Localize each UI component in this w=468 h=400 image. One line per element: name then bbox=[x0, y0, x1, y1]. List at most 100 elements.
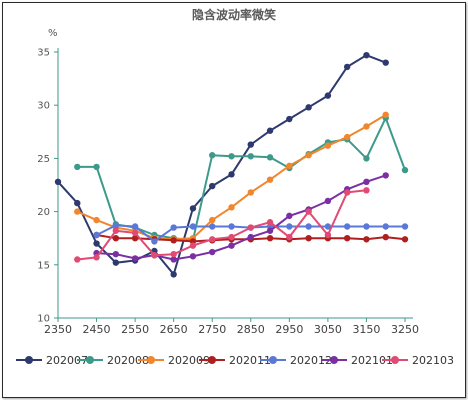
y-tick-label: 10 bbox=[37, 314, 50, 325]
data-point bbox=[324, 231, 332, 239]
data-point bbox=[74, 163, 81, 171]
data-point bbox=[305, 223, 312, 230]
data-point bbox=[305, 104, 312, 111]
data-point bbox=[324, 223, 332, 230]
data-point bbox=[112, 235, 120, 242]
legend-swatch-marker bbox=[269, 356, 277, 364]
legend-label: 202103 bbox=[412, 354, 454, 367]
data-point bbox=[247, 153, 254, 160]
data-point bbox=[363, 236, 370, 243]
data-point bbox=[151, 238, 158, 245]
legend-item-202011[interactable]: 202011 bbox=[199, 354, 271, 367]
data-point bbox=[151, 252, 158, 259]
data-point bbox=[324, 197, 332, 205]
data-point bbox=[228, 233, 235, 241]
data-point bbox=[401, 166, 409, 174]
data-point bbox=[189, 253, 197, 260]
x-tick-label: 2850 bbox=[237, 323, 265, 336]
data-point bbox=[324, 142, 332, 149]
data-point bbox=[131, 255, 139, 262]
data-point bbox=[74, 199, 81, 207]
legend-label: 202007 bbox=[46, 354, 88, 367]
data-point bbox=[382, 59, 389, 66]
data-point bbox=[54, 178, 62, 186]
data-point bbox=[305, 235, 312, 242]
legend-swatch-marker bbox=[330, 356, 338, 364]
legend-label: 202101 bbox=[351, 354, 393, 367]
data-point bbox=[266, 235, 274, 242]
series-line-202007 bbox=[57, 54, 387, 276]
data-point bbox=[74, 256, 81, 263]
data-point bbox=[189, 205, 197, 212]
legend[interactable]: 202007 202008 202009 202011 202012 202101 2021… bbox=[16, 354, 454, 367]
data-point bbox=[305, 152, 312, 159]
data-point bbox=[112, 250, 120, 258]
data-point bbox=[209, 223, 216, 230]
legend-swatch-marker bbox=[391, 356, 399, 364]
data-point bbox=[247, 141, 254, 148]
data-point bbox=[228, 171, 235, 178]
y-tick-label: 30 bbox=[37, 101, 50, 112]
data-point bbox=[363, 155, 370, 162]
data-point bbox=[74, 208, 81, 215]
series-line-202101 bbox=[96, 174, 387, 261]
data-point bbox=[112, 222, 120, 229]
data-point bbox=[189, 223, 197, 230]
series-line-202008 bbox=[77, 117, 406, 242]
data-point bbox=[363, 223, 370, 230]
data-point bbox=[382, 223, 389, 230]
legend-label: 202008 bbox=[107, 354, 149, 367]
series-202103 bbox=[74, 187, 370, 263]
data-point bbox=[112, 259, 120, 266]
data-point bbox=[93, 231, 100, 239]
legend-item-202101[interactable]: 202101 bbox=[321, 354, 393, 367]
data-point bbox=[286, 212, 293, 220]
data-point bbox=[228, 153, 235, 160]
data-point bbox=[382, 172, 389, 179]
data-point bbox=[363, 178, 370, 186]
data-point bbox=[112, 227, 120, 234]
legend-item-202009[interactable]: 202009 bbox=[138, 354, 210, 367]
data-point bbox=[363, 187, 370, 194]
legend-item-202007[interactable]: 202007 bbox=[16, 354, 88, 367]
plot-area bbox=[54, 51, 409, 278]
data-point bbox=[343, 133, 351, 141]
legend-item-202008[interactable]: 202008 bbox=[77, 354, 149, 367]
y-tick-label: 15 bbox=[37, 260, 50, 271]
data-point bbox=[209, 216, 216, 224]
legend-label: 202011 bbox=[229, 354, 271, 367]
legend-item-202103[interactable]: 202103 bbox=[382, 354, 454, 367]
data-point bbox=[286, 162, 293, 170]
y-tick-label: 20 bbox=[37, 207, 50, 218]
x-tick-label: 2450 bbox=[83, 323, 111, 336]
data-point bbox=[209, 182, 216, 190]
data-point bbox=[170, 271, 177, 278]
legend-swatch-marker bbox=[25, 356, 33, 364]
data-point bbox=[209, 152, 216, 159]
data-point bbox=[363, 123, 370, 130]
series-202101 bbox=[93, 172, 389, 263]
series-202008 bbox=[74, 114, 409, 244]
data-point bbox=[247, 189, 254, 196]
data-point bbox=[324, 92, 332, 99]
data-point bbox=[401, 236, 409, 243]
data-point bbox=[247, 233, 254, 241]
axes: 10 15 20 25 30 35 2350 2450 2550 2650 2750 2850 2950… bbox=[37, 48, 419, 337]
data-point bbox=[209, 248, 216, 256]
x-tick-label: 3150 bbox=[352, 323, 380, 336]
data-point bbox=[209, 236, 216, 243]
y-tick-label: 25 bbox=[37, 154, 50, 165]
series-202007 bbox=[54, 51, 389, 278]
data-point bbox=[93, 240, 100, 247]
y-axis-unit: % bbox=[48, 28, 58, 39]
legend-item-202012[interactable]: 202012 bbox=[260, 354, 332, 367]
data-point bbox=[131, 223, 139, 230]
data-point bbox=[247, 224, 254, 231]
x-tick-label: 2950 bbox=[275, 323, 303, 336]
data-point bbox=[228, 204, 235, 211]
data-point bbox=[93, 163, 100, 171]
legend-label: 202009 bbox=[168, 354, 210, 367]
series-line-202103 bbox=[77, 189, 367, 261]
